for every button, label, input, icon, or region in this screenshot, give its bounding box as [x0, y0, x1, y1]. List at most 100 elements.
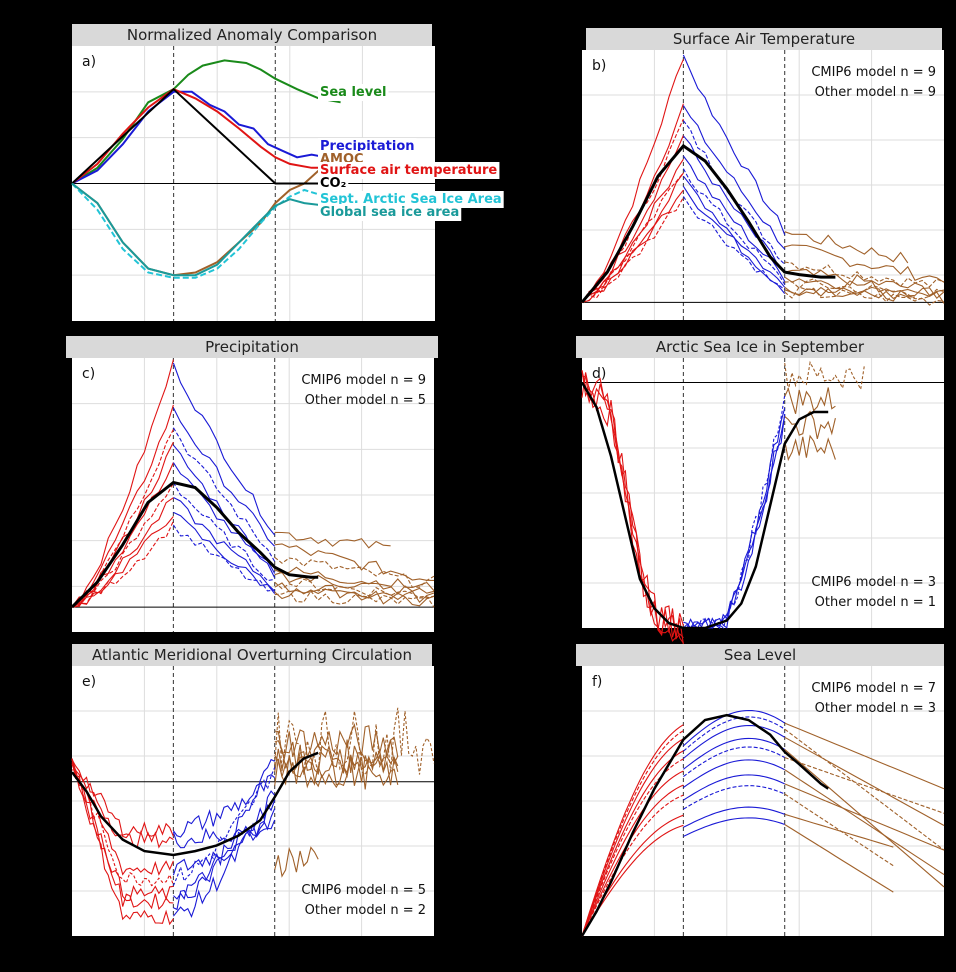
member-stabilization [274, 846, 319, 878]
label-background [318, 204, 462, 221]
panel-title: Precipitation [205, 338, 299, 356]
member-ramp-down [682, 155, 786, 282]
member-ramp-down [683, 774, 785, 801]
member-ramp-down [173, 799, 276, 901]
series-label: Sept. Arctic Sea Ice Area [320, 192, 502, 207]
member-ramp-down [172, 774, 276, 838]
panel-letter: f) [592, 674, 602, 690]
member-ramp-up [581, 172, 684, 303]
model-count: Other model n = 9 [815, 85, 936, 100]
member-ramp-down [683, 709, 786, 747]
series-line [71, 88, 341, 185]
series-line [71, 90, 341, 185]
member-ramp-down [683, 817, 785, 837]
ensemble-mean [580, 381, 829, 630]
member-ramp-down [683, 415, 786, 629]
member-ramp-up [71, 758, 174, 839]
panel-f: Sea Level f) CMIP6 model n = 7 Other model … [576, 644, 945, 937]
series-label: Surface air temperature [320, 163, 497, 178]
series-label: CO₂ [320, 176, 346, 191]
panel-title: Arctic Sea Ice in September [656, 338, 865, 356]
member-stabilization [274, 531, 391, 549]
title-bar [66, 336, 438, 358]
member-stabilization [784, 286, 945, 306]
model-count: CMIP6 model n = 3 [811, 575, 936, 590]
ensemble-mean [580, 713, 829, 937]
member-ramp-down [172, 427, 276, 562]
member-ramp-up [581, 770, 684, 937]
member-stabilization [784, 268, 945, 297]
member-stabilization [784, 793, 894, 867]
model-count: Other model n = 5 [305, 393, 426, 408]
member-ramp-up [71, 764, 174, 876]
ensemble-mean [71, 751, 319, 857]
title-bar [576, 336, 944, 358]
member-stabilization [274, 739, 399, 775]
ensemble-mean [70, 480, 319, 609]
member-ramp-up [581, 794, 684, 937]
model-count: Other model n = 1 [815, 595, 936, 610]
member-ramp-down [172, 524, 275, 592]
member-ramp-down [172, 482, 275, 582]
title-bar [576, 644, 944, 666]
member-ramp-up [71, 441, 174, 608]
series-line [71, 182, 341, 279]
title-bar [586, 28, 942, 50]
member-ramp-down [682, 105, 786, 250]
member-stabilization [784, 783, 945, 851]
member-ramp-down [683, 724, 785, 759]
member-stabilization [784, 824, 894, 893]
series-label: Precipitation [320, 139, 415, 154]
member-ramp-down [683, 785, 785, 810]
member-ramp-up [581, 59, 684, 303]
title-bar [72, 644, 432, 666]
series-label: Sea level [320, 85, 387, 100]
panel-letter: d) [592, 366, 606, 382]
member-ramp-down [682, 135, 786, 273]
panel-letter: e) [82, 674, 96, 690]
panel-letter: c) [82, 366, 95, 382]
member-stabilization [784, 244, 945, 283]
panel-letter: b) [592, 58, 606, 74]
panel-letter: a) [82, 54, 96, 70]
model-count: Other model n = 3 [815, 701, 936, 716]
member-ramp-down [173, 497, 276, 592]
member-stabilization [274, 590, 435, 608]
panel-title: Surface Air Temperature [673, 30, 855, 48]
panel-d: Arctic Sea Ice in September d) CMIP6 model… [576, 336, 944, 645]
member-ramp-down [172, 462, 276, 579]
member-ramp-down [682, 54, 786, 235]
member-stabilization [274, 753, 399, 790]
panel-title: Sea Level [724, 646, 796, 664]
member-stabilization [274, 571, 435, 595]
member-ramp-up [71, 359, 174, 608]
member-stabilization [784, 360, 865, 392]
label-background [318, 191, 504, 208]
member-ramp-down [172, 790, 276, 918]
member-stabilization [784, 736, 945, 826]
member-stabilization [784, 231, 909, 264]
label-background [318, 175, 349, 192]
model-count: CMIP6 model n = 7 [811, 681, 936, 696]
member-stabilization [784, 276, 945, 300]
member-ramp-down [683, 737, 785, 770]
member-ramp-down [683, 716, 785, 752]
panel-title: Atlantic Meridional Overturning Circulat… [92, 646, 412, 664]
member-ramp-up [581, 750, 684, 937]
member-ramp-down [683, 746, 785, 778]
member-ramp-down [683, 395, 786, 630]
member-ramp-up [581, 197, 684, 303]
member-stabilization [784, 261, 945, 288]
member-ramp-up [71, 769, 174, 902]
member-stabilization [784, 728, 945, 851]
member-stabilization [784, 813, 894, 848]
model-count: CMIP6 model n = 9 [811, 65, 936, 80]
panel-title: Normalized Anomaly Comparison [127, 26, 377, 44]
member-ramp-down [172, 808, 276, 876]
member-stabilization [784, 434, 836, 462]
member-ramp-up [581, 372, 684, 644]
panel-c: Precipitation c) CMIP6 model n = 9 Other mo… [66, 336, 438, 632]
member-ramp-up [581, 730, 684, 937]
series-line [71, 182, 341, 277]
